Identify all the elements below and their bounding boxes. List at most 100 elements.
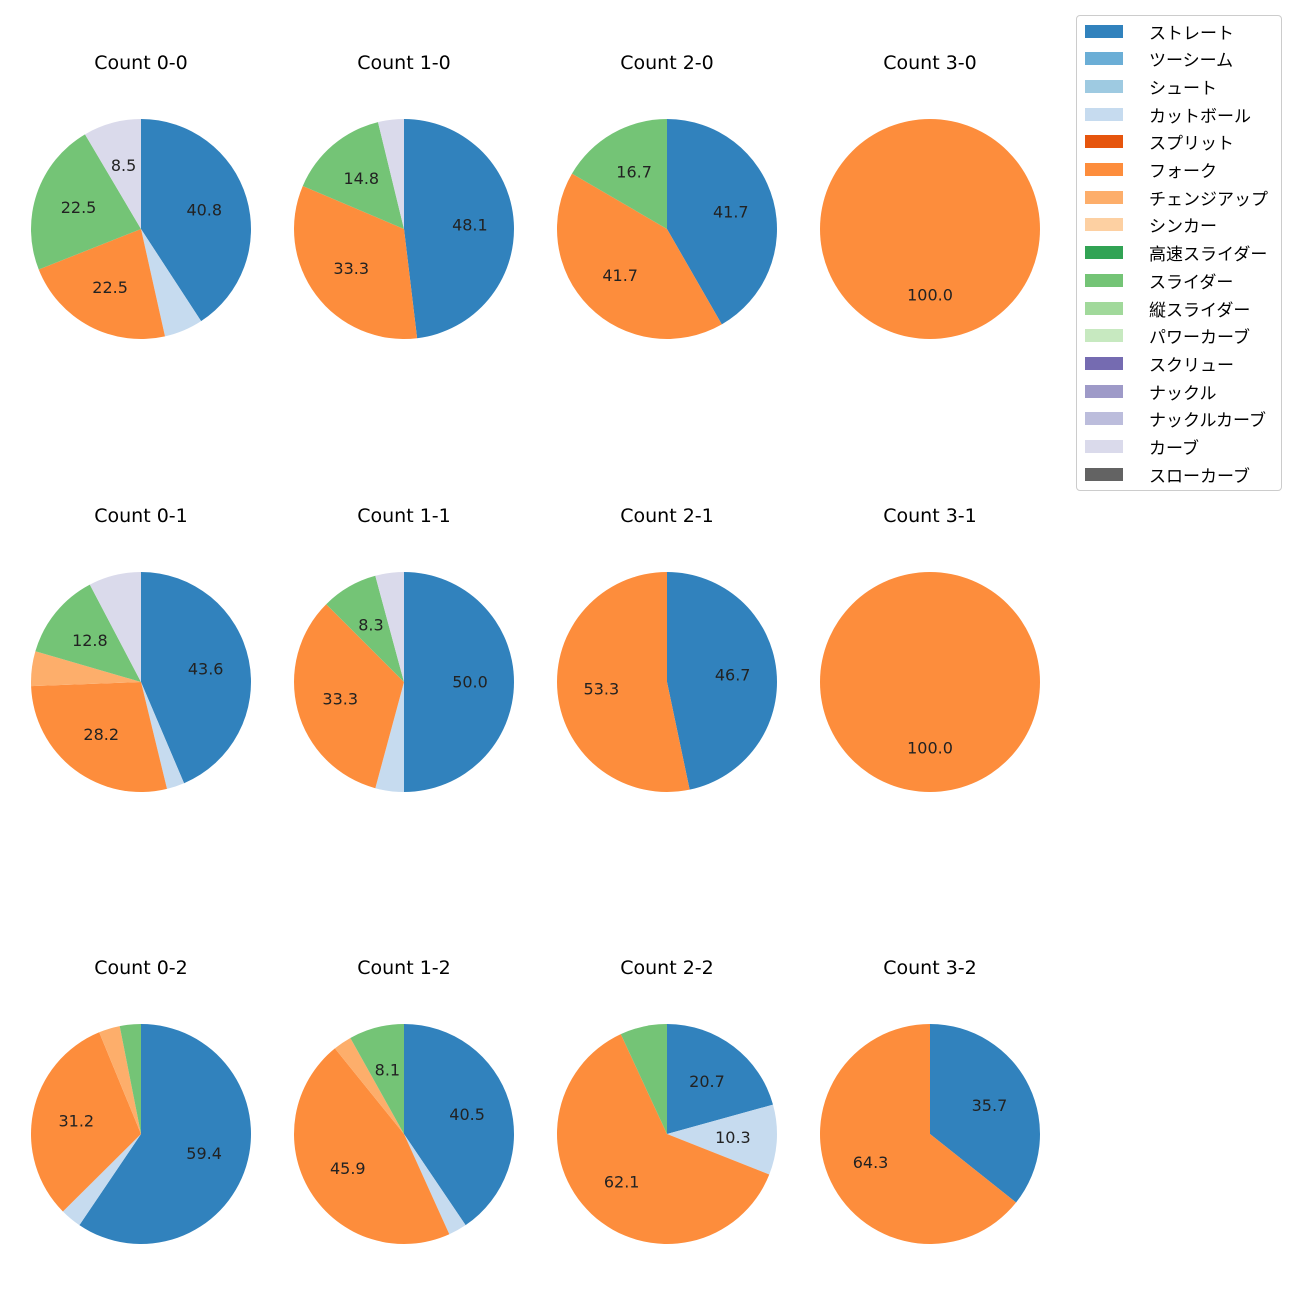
pie-slice-フォーク [294,1048,450,1244]
legend-swatch [1085,135,1123,149]
pie-slice-label: 48.1 [452,216,488,235]
legend-swatch [1085,467,1123,481]
pie-slice-label: 43.6 [188,659,224,678]
pie-count-0-2: Count 0-2 59.4 31.2 [31,957,251,1244]
pie-slice-フォーク [819,1024,1017,1244]
pie-slice-ストレート [141,119,251,322]
pie-slice-label: 14.8 [343,169,379,188]
pie-count-0-1: Count 0-1 43.6 28.2 12.8 [30,505,251,793]
legend-swatch [1085,218,1123,232]
pie-slice-label: 100.0 [907,739,953,758]
pie-slice-label: 22.5 [61,198,97,217]
pie-slice-カーブ [377,119,404,229]
pie-slice-ストレート [930,1024,1040,1203]
pie-slice-label: 50.0 [452,673,488,692]
pie-slice-フォーク [820,119,1040,339]
legend-swatch [1085,356,1123,370]
pie-title: Count 3-0 [883,52,977,74]
pie-slice-label: 53.3 [584,679,620,698]
pie-slice-label: 46.7 [715,666,751,685]
pie-title: Count 2-1 [620,505,714,527]
pie-count-3-0: Count 3-0 100.0 [820,52,1040,339]
pie-slice-チェンジアップ [99,1026,141,1134]
pie-slice-ストレート [667,119,777,325]
pie-slice-label: 10.3 [715,1128,751,1147]
pie-slice-label: 45.9 [330,1159,366,1178]
pie-slice-カーブ [85,119,141,229]
pie-slice-ストレート [404,119,514,339]
legend-item: ツーシーム [1085,48,1234,72]
legend-label: シンカー [1149,217,1217,238]
legend-item: フォーク [1085,159,1217,182]
pie-count-1-2: Count 1-2 40.5 45.9 8.1 [294,957,515,1244]
pie-title: Count 1-2 [357,957,451,979]
pie-slice-カーブ [375,572,404,682]
pie-slice-スライダー [119,1024,141,1134]
pie-slice-カーブ [89,572,141,682]
pie-slice-フォーク [38,229,165,339]
legend-item: スローカーブ [1085,463,1250,487]
legend-swatch [1085,246,1123,260]
pie-title: Count 3-1 [883,505,977,527]
legend-label: ストレート [1149,23,1234,44]
legend-item: ナックルカーブ [1085,408,1266,432]
pie-title: Count 1-0 [357,52,451,74]
legend-label: スライダー [1149,272,1234,293]
pie-slice-スライダー [35,584,142,682]
pie-slice-label: 33.3 [333,259,369,278]
pie-slice-カットボール [375,682,404,792]
pie-slice-カットボール [667,1104,777,1175]
pie-count-3-1: Count 3-1 100.0 [820,505,1040,792]
pie-slice-label: 8.3 [358,615,383,634]
pie-slice-label: 35.7 [972,1096,1008,1115]
pie-slice-スライダー [326,575,404,682]
pie-slice-label: 40.8 [186,201,222,220]
pie-slice-label: 20.7 [689,1072,725,1091]
pie-count-1-0: Count 1-0 48.1 33.3 14.8 [294,52,514,339]
pie-slice-チェンジアップ [30,651,141,687]
legend-label: フォーク [1149,162,1217,182]
pie-slice-フォーク [820,572,1040,792]
pie-count-0-0: Count 0-0 40.8 22.5 22.5 8.5 [30,52,251,339]
pie-slice-label: 31.2 [58,1111,94,1130]
pie-slice-label: 16.7 [616,162,652,181]
pie-slice-ストレート [79,1024,251,1244]
legend-label: 縦スライダー [1149,300,1251,321]
legend-swatch [1085,440,1123,453]
pie-slice-label: 28.2 [83,725,119,744]
pie-slice-フォーク [294,185,418,339]
pie-count-3-2: Count 3-2 35.7 64.3 [819,957,1040,1244]
legend-label: ナックルカーブ [1149,411,1266,432]
legend-label: パワーカーブ [1149,328,1250,349]
legend-label: ナックル [1149,383,1217,404]
legend-item: カットボール [1085,103,1251,127]
legend-swatch [1085,273,1123,287]
legend-label: カットボール [1149,106,1251,127]
pie-count-2-2: Count 2-2 20.7 10.3 62.1 [556,957,777,1244]
pie-slice-スライダー [302,122,404,229]
legend-item: 縦スライダー [1085,297,1251,321]
pie-slice-label: 40.5 [449,1105,485,1124]
pie-count-2-0: Count 2-0 41.7 41.7 16.7 [557,52,777,339]
pie-slice-ストレート [141,572,251,784]
pie-slice-ストレート [404,572,514,792]
pie-title: Count 1-1 [357,505,451,527]
pie-slice-スライダー [571,119,667,229]
pie-title: Count 0-1 [94,505,188,527]
pie-slice-カットボール [62,1134,141,1226]
pie-slice-label: 100.0 [907,286,953,305]
legend-label: スプリット [1149,134,1234,155]
pie-slice-カットボール [141,229,202,337]
legend-item: 高速スライダー [1085,242,1267,265]
legend-label: ツーシーム [1149,51,1234,72]
pie-slice-カットボール [141,682,185,789]
pie-count-1-1: Count 1-1 50.0 33.3 8.3 [294,505,514,792]
legend-item: スプリット [1085,131,1234,155]
legend-swatch [1085,301,1123,315]
pie-slice-label: 41.7 [602,266,638,285]
legend-swatch [1085,24,1123,38]
pie-slice-フォーク [294,604,404,789]
pie-slice-ストレート [667,572,777,790]
legend-swatch [1085,52,1123,66]
